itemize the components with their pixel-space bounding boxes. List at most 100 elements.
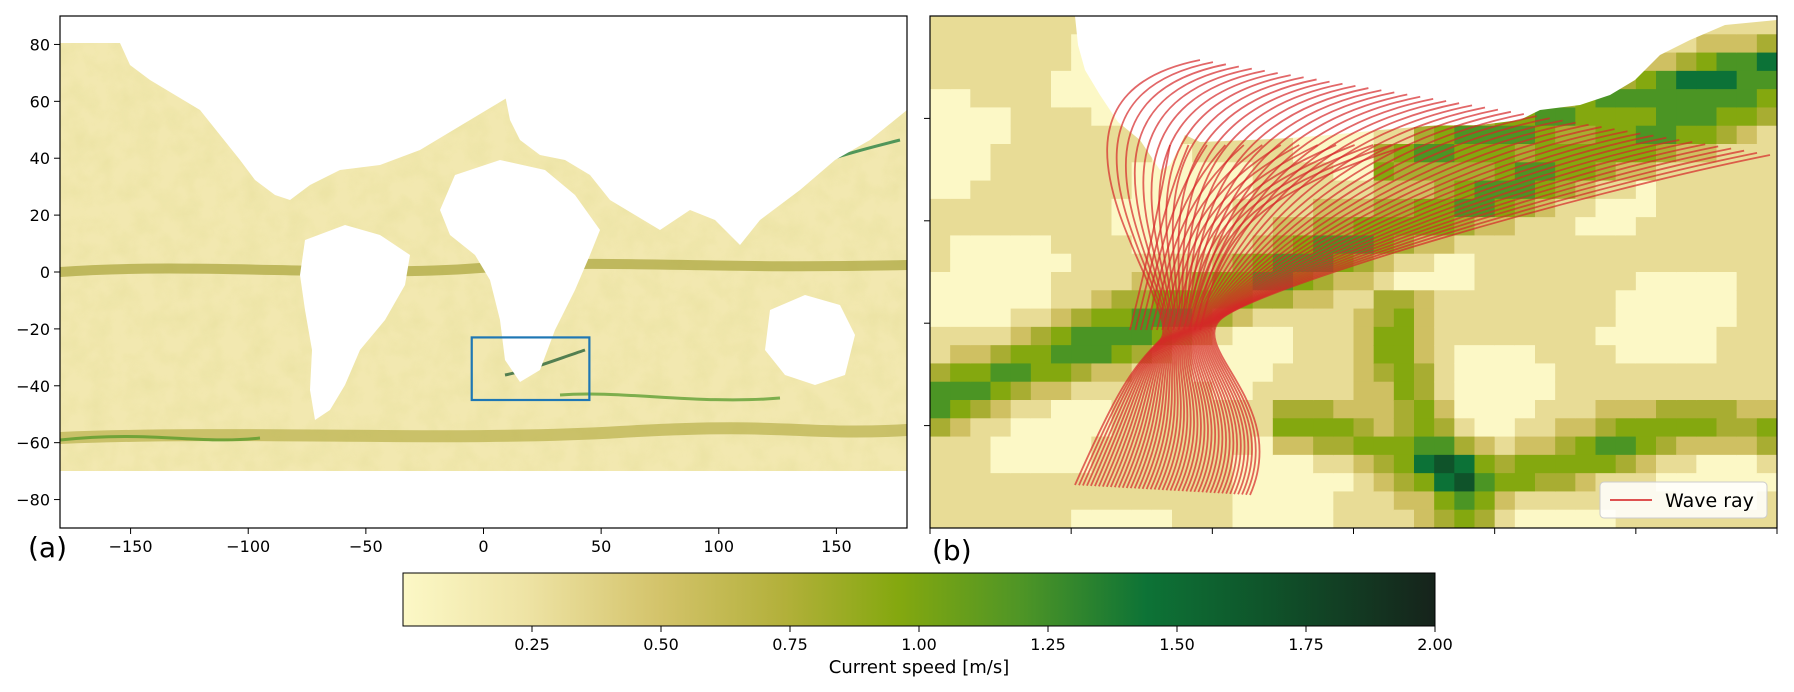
grid-cell xyxy=(1091,272,1113,291)
grid-cell xyxy=(1676,125,1697,145)
grid-cell xyxy=(1575,253,1597,273)
grid-cell xyxy=(1414,308,1435,328)
grid-cell xyxy=(1494,491,1516,511)
grid-cell xyxy=(1656,125,1677,145)
grid-cell xyxy=(1454,491,1476,511)
grid-cell xyxy=(1656,235,1677,255)
grid-cell xyxy=(1313,418,1334,438)
grid-cell xyxy=(1071,491,1092,511)
grid-cell xyxy=(1656,363,1677,383)
grid-cell xyxy=(1555,326,1576,346)
grid-cell xyxy=(1293,400,1314,419)
grid-cell xyxy=(1373,345,1395,365)
legend-box xyxy=(1599,481,1768,519)
grid-cell xyxy=(1313,363,1334,383)
grid-cell xyxy=(1555,198,1576,218)
grid-cell xyxy=(1091,217,1113,237)
grid-cell xyxy=(950,198,971,218)
grid-cell xyxy=(1333,418,1355,438)
grid-cell xyxy=(1373,326,1395,346)
grid-cell xyxy=(1232,491,1254,511)
grid-cell xyxy=(1333,363,1355,383)
grid-cell xyxy=(1555,363,1576,383)
grid-cell xyxy=(1071,290,1092,310)
grid-cell xyxy=(1071,253,1092,273)
grid-cell xyxy=(1051,125,1072,145)
grid-cell xyxy=(950,52,971,72)
grid-cell xyxy=(1434,363,1455,383)
grid-cell xyxy=(1454,509,1476,528)
grid-cell xyxy=(1030,345,1052,365)
grid-cell xyxy=(1434,235,1455,255)
grid-cell xyxy=(1373,290,1395,310)
grid-cell xyxy=(1656,345,1677,365)
grid-cell xyxy=(950,162,971,182)
grid-cell xyxy=(950,436,971,456)
grid-cell xyxy=(1454,381,1476,401)
grid-cell xyxy=(1656,400,1677,419)
grid-cell xyxy=(1514,473,1536,493)
grid-cell xyxy=(1051,473,1072,493)
colorbar-tick-label: 1.00 xyxy=(901,635,937,654)
grid-cell xyxy=(1030,16,1052,35)
grid-cell xyxy=(1736,198,1758,218)
current-band xyxy=(60,422,907,444)
grid-cell xyxy=(1373,253,1395,273)
grid-cell xyxy=(930,198,951,218)
grid-cell xyxy=(1615,326,1637,346)
grid-cell xyxy=(970,363,992,383)
y-tick-label: 40 xyxy=(30,149,50,168)
grid-cell xyxy=(950,491,971,511)
grid-cell xyxy=(1272,363,1294,383)
grid-cell xyxy=(1272,418,1294,438)
grid-cell xyxy=(950,290,971,310)
grid-cell xyxy=(1051,235,1072,255)
grid-cell xyxy=(1030,235,1052,255)
grid-cell xyxy=(1635,436,1657,456)
grid-cell xyxy=(990,52,1012,72)
wave-ray xyxy=(1121,85,1356,489)
grid-cell xyxy=(1716,198,1738,218)
grid-cell xyxy=(970,491,992,511)
grid-cell xyxy=(1474,290,1496,310)
grid-cell xyxy=(930,381,951,401)
grid-cell xyxy=(950,272,971,291)
grid-cell xyxy=(950,509,971,528)
grid-cell xyxy=(1615,454,1637,474)
grid-cell xyxy=(1756,454,1777,474)
grid-cell xyxy=(1676,290,1697,310)
grid-cell xyxy=(1656,436,1677,456)
grid-cell xyxy=(1010,198,1032,218)
grid-cell xyxy=(1030,70,1052,90)
grid-cell xyxy=(1414,253,1435,273)
wave-ray xyxy=(1129,144,1171,331)
grid-cell xyxy=(970,217,992,237)
grid-cell xyxy=(1393,308,1415,328)
grid-cell xyxy=(1575,198,1597,218)
grid-cell xyxy=(1414,436,1435,456)
grid-cell xyxy=(970,400,992,419)
grid-cell xyxy=(1615,235,1637,255)
grid-cell xyxy=(1091,381,1113,401)
grid-cell xyxy=(970,290,992,310)
grid-cell xyxy=(1051,180,1072,200)
wave-ray xyxy=(1137,93,1408,490)
grid-cell xyxy=(1494,345,1516,365)
grid-cell xyxy=(1575,418,1597,438)
grid-cell xyxy=(1252,436,1274,456)
grid-cell xyxy=(1353,454,1375,474)
grid-cell xyxy=(1756,290,1777,310)
grid-cell xyxy=(1756,34,1777,54)
grid-cell xyxy=(1555,509,1576,528)
grid-cell xyxy=(1514,272,1536,291)
grid-cell xyxy=(990,235,1012,255)
grid-cell xyxy=(990,272,1012,291)
grid-cell xyxy=(1696,89,1718,109)
grid-cell xyxy=(1656,70,1677,90)
grid-cell xyxy=(1353,400,1375,419)
grid-cell xyxy=(1454,253,1476,273)
grid-cell xyxy=(1756,107,1777,127)
grid-cell xyxy=(1373,491,1395,511)
grid-cell xyxy=(1071,144,1092,163)
grid-cell xyxy=(1051,89,1072,109)
